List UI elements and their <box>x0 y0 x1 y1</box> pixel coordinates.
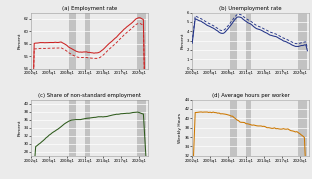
Bar <box>246 13 251 69</box>
Bar <box>85 13 90 69</box>
Y-axis label: Weekly Hours: Weekly Hours <box>178 113 182 143</box>
Bar <box>298 100 307 156</box>
Bar <box>69 13 76 69</box>
Bar <box>85 100 90 156</box>
Bar <box>137 100 146 156</box>
Bar <box>137 13 146 69</box>
Y-axis label: Percent: Percent <box>181 32 185 49</box>
Bar <box>230 100 237 156</box>
Bar <box>298 13 307 69</box>
Y-axis label: Percent: Percent <box>17 32 22 49</box>
Title: (b) Unemployment rate: (b) Unemployment rate <box>219 6 282 11</box>
Bar <box>246 100 251 156</box>
Bar <box>230 13 237 69</box>
Title: (d) Average hours per worker: (d) Average hours per worker <box>212 93 290 98</box>
Y-axis label: Percent: Percent <box>17 119 21 136</box>
Title: (a) Employment rate: (a) Employment rate <box>62 6 117 11</box>
Bar <box>69 100 76 156</box>
Title: (c) Share of non-standard employment: (c) Share of non-standard employment <box>38 93 141 98</box>
